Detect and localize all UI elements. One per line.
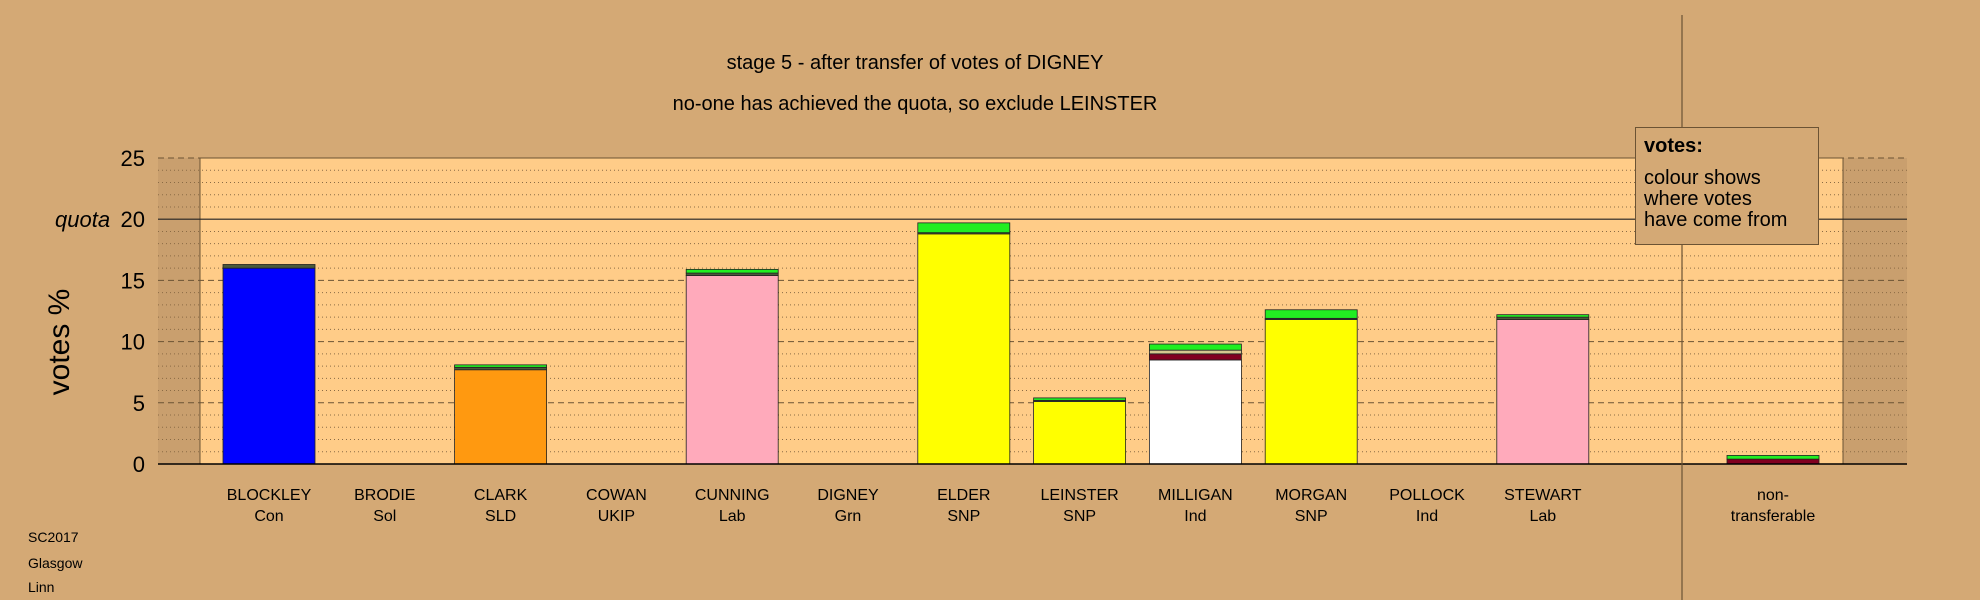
nontransferable-bar-segment xyxy=(1726,455,1820,460)
candidate-name: LEINSTER xyxy=(1040,487,1118,504)
bar-segment xyxy=(1149,343,1242,351)
candidate-party: SNP xyxy=(1295,508,1328,525)
y-tick-label: 25 xyxy=(121,146,145,171)
bar-segment xyxy=(1496,314,1590,318)
candidate-name: ELDER xyxy=(937,487,990,504)
candidate-name: MORGAN xyxy=(1275,487,1347,504)
bar-segment xyxy=(685,268,779,274)
candidate-name: CLARK xyxy=(474,487,528,504)
y-tick-label: 10 xyxy=(121,330,145,355)
y-axis-label: votes % xyxy=(43,288,76,396)
footer-election: SC2017 xyxy=(28,529,79,545)
y-tick-label: 15 xyxy=(121,268,145,293)
bar-segment xyxy=(222,264,316,269)
quota-label: quota xyxy=(55,207,110,232)
bar-segment xyxy=(1033,397,1126,401)
bar-segment xyxy=(917,222,1011,234)
footer-council: Glasgow xyxy=(28,555,83,571)
candidate-name: STEWART xyxy=(1504,487,1582,504)
candidate-party: Con xyxy=(254,508,283,525)
legend-title: votes: xyxy=(1644,135,1703,157)
candidate-party: Lab xyxy=(719,508,746,525)
bar-segment xyxy=(1264,309,1358,319)
candidate-party: Sol xyxy=(373,508,396,525)
footer-ward: Linn xyxy=(28,579,55,595)
candidate-party: SLD xyxy=(485,508,516,525)
y-tick-label: 5 xyxy=(133,391,145,416)
bar-segment xyxy=(1149,353,1242,361)
bar-segment xyxy=(1149,349,1242,355)
candidate-party: Ind xyxy=(1184,508,1206,525)
bar-segment xyxy=(222,267,316,465)
bar-segment xyxy=(454,364,548,368)
candidate-party: Grn xyxy=(835,508,862,525)
candidate-name: CUNNING xyxy=(695,487,770,504)
legend-line: where votes xyxy=(1644,188,1752,210)
candidate-name: BRODIE xyxy=(354,487,415,504)
candidate-party: SNP xyxy=(1063,508,1096,525)
chart-title: stage 5 - after transfer of votes of DIG… xyxy=(726,52,1104,74)
bar-segment xyxy=(1264,319,1358,465)
candidate-name: POLLOCK xyxy=(1389,487,1465,504)
bar-segment xyxy=(1149,359,1242,465)
y-tick-label: 20 xyxy=(121,207,145,232)
bar-segment xyxy=(685,275,779,465)
legend-line: colour shows xyxy=(1644,167,1761,189)
nontransferable-label: non- xyxy=(1757,487,1789,504)
candidate-party: Ind xyxy=(1416,508,1438,525)
nontransferable-label: transferable xyxy=(1731,508,1816,525)
bar-segment xyxy=(917,233,1011,465)
candidate-party: SNP xyxy=(947,508,980,525)
candidate-name: COWAN xyxy=(586,487,647,504)
chart-subtitle: no-one has achieved the quota, so exclud… xyxy=(672,93,1158,115)
candidate-name: BLOCKLEY xyxy=(227,487,312,504)
candidate-name: MILLIGAN xyxy=(1158,487,1233,504)
bar-segment xyxy=(1033,401,1126,465)
legend-box: votes: colour shows where votes have com… xyxy=(1635,127,1819,245)
bar-segment xyxy=(454,369,548,465)
bar-segment xyxy=(1496,319,1590,465)
legend-line: have come from xyxy=(1644,209,1788,231)
y-tick-label: 0 xyxy=(133,452,145,477)
candidate-party: UKIP xyxy=(598,508,635,525)
plot-area xyxy=(199,157,1844,465)
candidate-name: DIGNEY xyxy=(817,487,879,504)
candidate-party: Lab xyxy=(1529,508,1556,525)
